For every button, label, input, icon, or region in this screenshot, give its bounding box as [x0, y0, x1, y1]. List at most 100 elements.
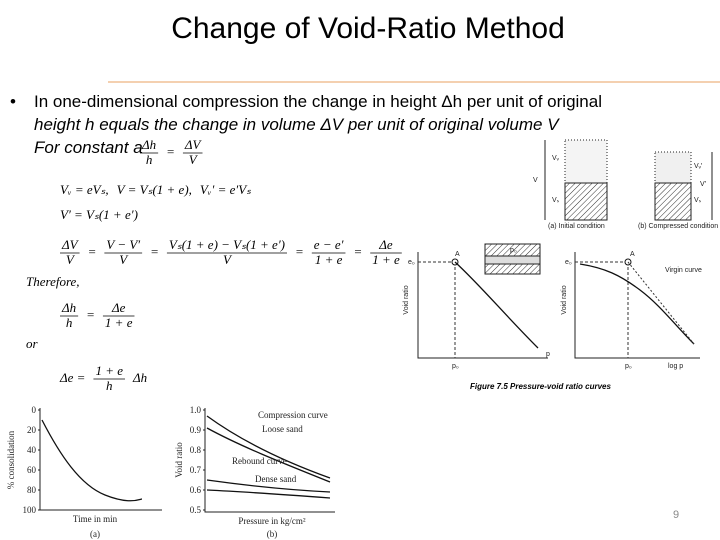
equation-term: Therefore, — [26, 274, 80, 289]
numerator: ΔV — [184, 137, 203, 152]
sand-graph: 1.0 0.9 0.8 0.7 0.6 0.5 Void ratio Compressio… — [174, 405, 335, 539]
equation-term: = — [166, 144, 175, 159]
slide-title: Change of Void-Ratio Method — [171, 12, 565, 45]
numerator: Δe — [378, 237, 393, 252]
annotation: Loose sand — [262, 424, 303, 434]
numerator: ΔV — [61, 237, 80, 252]
figure-caption: Figure 7.5 Pressure-void ratio curves — [470, 382, 611, 391]
curve — [206, 479, 331, 493]
y-tick-label: 40 — [27, 445, 37, 455]
axis-label: e₀ — [565, 259, 572, 266]
axis-label: Void ratio — [561, 285, 568, 314]
annotation: Dense sand — [255, 474, 297, 484]
axes — [574, 252, 700, 359]
consolidation-graph: 0 20 40 60 80 100 % consolidation Time in min… — [6, 405, 162, 539]
soil-layer — [484, 255, 541, 265]
curve — [206, 489, 331, 499]
equation-term: V = Vₛ(1 + e), — [117, 182, 192, 197]
numerator: V − V′ — [106, 237, 140, 252]
denominator: V — [119, 252, 129, 267]
point-label: A — [630, 251, 635, 258]
bullet-line: height h equals the change in volume ΔV … — [34, 115, 560, 134]
axis-label: Void ratio — [174, 442, 184, 478]
equation-term: = — [88, 244, 97, 259]
denominator: 1 + e — [372, 252, 400, 267]
y-tick-label: 60 — [27, 465, 37, 475]
y-tick-label: 0.8 — [190, 445, 202, 455]
equation-term: Δh — [132, 370, 147, 385]
virgin-line — [627, 261, 695, 345]
phase-label: Vₛ — [552, 197, 560, 204]
y-tick-label: 1.0 — [190, 405, 202, 415]
axes — [204, 408, 335, 513]
numerator: 1 + e — [95, 363, 123, 378]
denominator: 1 + e — [105, 315, 133, 330]
phase-label: Vᵥ′ — [694, 163, 703, 170]
equation-term: = — [150, 244, 159, 259]
curve — [41, 419, 143, 502]
caption: (b) Compressed condition — [638, 223, 718, 230]
annotation: Compression curve — [258, 410, 328, 420]
y-tick-label: 0 — [32, 405, 37, 415]
axis-label: p₀ — [625, 363, 632, 370]
denominator: V — [223, 252, 233, 267]
denominator: V — [189, 152, 199, 167]
bullet-line: In one-dimensional compression the chang… — [34, 92, 602, 111]
curve — [206, 415, 331, 479]
numerator: Δh — [141, 137, 156, 152]
y-tick-label: 0.9 — [190, 425, 202, 435]
equation-term: = — [86, 307, 95, 322]
point-label: A — [455, 251, 460, 258]
curve — [579, 263, 695, 345]
y-tick-label: 0.6 — [190, 485, 202, 495]
curve — [454, 261, 539, 349]
denominator: h — [106, 378, 113, 393]
y-tick-label: 20 — [27, 425, 37, 435]
caption: (a) Initial condition — [548, 223, 605, 230]
axis-label: % consolidation — [6, 430, 16, 489]
annotation: Virgin curve — [665, 267, 702, 274]
y-tick-label: 0.7 — [190, 465, 202, 475]
equation-term: Vᵥ′ = e′Vₛ — [200, 182, 251, 197]
curve — [206, 427, 331, 483]
axis-label: p₀ — [452, 363, 459, 370]
caption: (b) — [267, 529, 278, 539]
axis-label: p — [546, 351, 550, 358]
denominator: V — [66, 252, 76, 267]
denominator: h — [66, 315, 73, 330]
equation-term: or — [26, 336, 39, 351]
phase-label: Vᵥ — [552, 155, 560, 162]
equation-term: = — [353, 244, 362, 259]
equation-term: V′ = Vₛ(1 + e′) — [60, 207, 138, 222]
annotation: Rebound curve — [232, 456, 287, 466]
numerator: Δh — [61, 300, 76, 315]
inset-label: p₀ — [510, 247, 517, 254]
page-number: 9 — [673, 509, 679, 521]
axis-label: e₀ — [408, 259, 415, 266]
axis-label: log p — [668, 363, 683, 370]
numerator: Vₛ(1 + e) − Vₛ(1 + e′) — [169, 237, 285, 252]
denominator: 1 + e — [315, 252, 343, 267]
bullet-line: For constant a — [34, 138, 143, 157]
axis-label: Time in min — [73, 514, 118, 524]
numerator: e − e′ — [314, 237, 344, 252]
equation-term: = — [295, 244, 304, 259]
y-tick-label: 80 — [27, 485, 37, 495]
phase-label: Vₛ — [694, 197, 702, 204]
solid-box — [564, 182, 608, 221]
solid-box — [654, 182, 692, 221]
y-tick-label: 0.5 — [190, 505, 202, 515]
void-box — [564, 139, 608, 184]
equation-term: Vᵥ = eVₛ, — [60, 182, 109, 197]
axis-label: Void ratio — [403, 285, 410, 314]
pressure-void-figure: p₀ Void ratio e₀ A p₀ p Void ratio e₀ A … — [403, 243, 702, 391]
equation-term: Δe = — [59, 370, 85, 385]
axis-label: Pressure in kg/cm² — [238, 516, 305, 526]
phase-label: V′ — [700, 181, 707, 188]
phase-label: V — [533, 177, 538, 184]
denominator: h — [146, 152, 153, 167]
y-tick-label: 100 — [23, 505, 37, 515]
